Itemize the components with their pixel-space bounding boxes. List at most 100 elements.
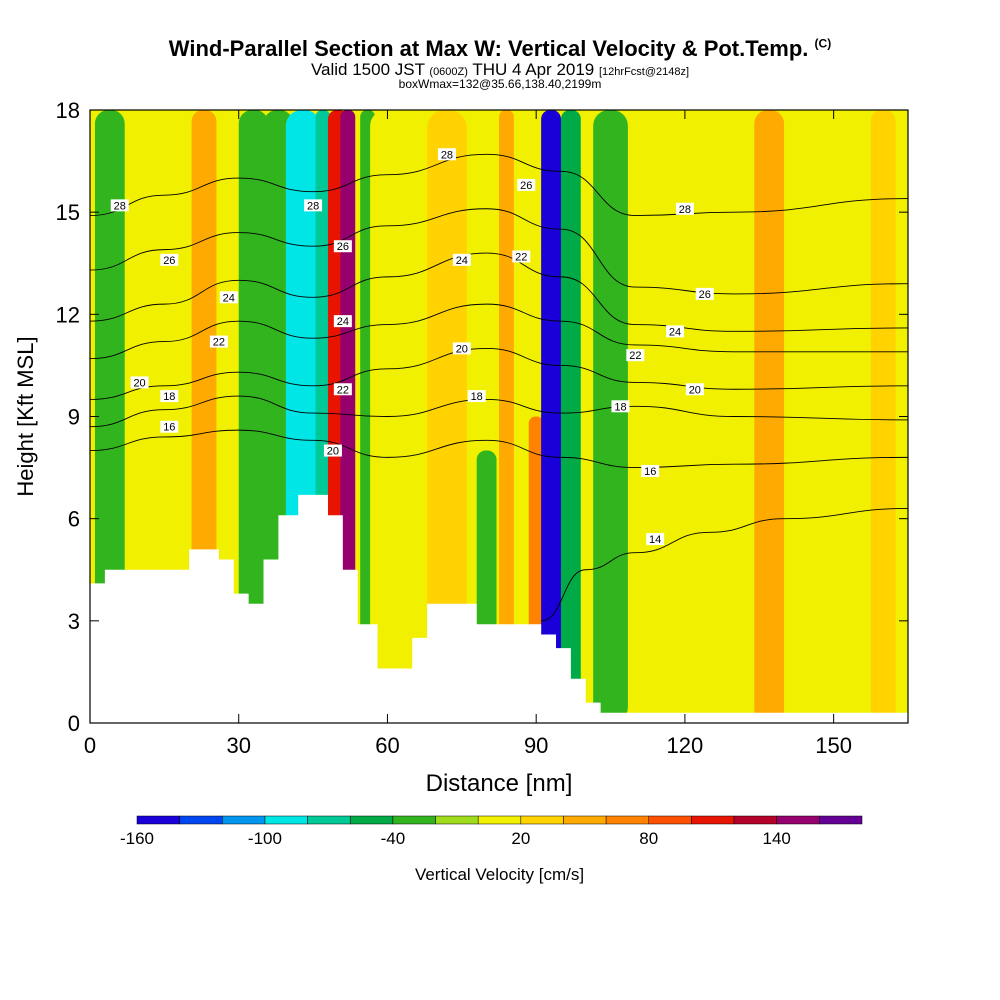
isentrope-extra-label-12: 28	[437, 148, 456, 161]
isentrope-extra-label-6: 16	[160, 420, 179, 434]
colorbar-swatch	[349, 815, 394, 825]
velocity-band-17	[593, 110, 628, 723]
isentrope-extra-label-0-text: 28	[114, 200, 126, 212]
isentrope-extra-label-3-text: 22	[213, 337, 225, 349]
isentrope-label-16-bg	[641, 464, 660, 477]
colorbar-swatch	[520, 815, 564, 825]
x-tick-label: 60	[375, 733, 399, 758]
colorbar-swatch	[477, 815, 522, 825]
isentrope-extra-label-13: 24	[452, 253, 471, 267]
isentrope-extra-label-11-bg	[323, 444, 342, 457]
isentrope-extra-label-13-bg	[452, 253, 471, 266]
isentrope-extra-label-1: 26	[160, 253, 179, 267]
colorbar-swatch	[648, 815, 692, 825]
isentrope-28	[90, 153, 908, 217]
isentrope-extra-label-10-text: 22	[337, 384, 349, 396]
isentrope-22	[90, 303, 908, 360]
y-tick-label: 9	[68, 405, 80, 430]
isentrope-extra-label-9-bg	[333, 315, 352, 328]
isentrope-extra-label-6-text: 16	[163, 422, 175, 434]
isentrope-label-24-text: 24	[669, 326, 681, 338]
colorbar-swatch	[563, 815, 607, 825]
isentrope-extra-label-15-text: 18	[471, 391, 483, 403]
isentrope-extra-label-1-text: 26	[163, 255, 175, 267]
isentrope-label-14: 14	[646, 533, 665, 546]
colorbar-swatch	[776, 815, 820, 825]
colorbar-tick-label: -160	[120, 829, 154, 848]
colorbar-swatch	[819, 815, 863, 825]
isentrope-extra-label-15-bg	[467, 390, 486, 403]
isentrope-label-18: 18	[611, 400, 630, 413]
isentrope-label-22: 22	[626, 349, 645, 362]
isentrope-label-28-text: 28	[679, 204, 691, 216]
terrain-mask	[90, 494, 908, 723]
chart-subtitle: Valid 1500 JST (0600Z) THU 4 Apr 2019 [1…	[310, 60, 690, 79]
colorbar-tick-label: 140	[763, 829, 791, 848]
isentrope-extra-label-6-bg	[160, 420, 179, 433]
isentrope-extra-label-16-text: 26	[520, 180, 532, 192]
isentrope-extra-label-7-bg	[304, 199, 323, 212]
isentrope-label-28: 28	[675, 202, 694, 216]
isentrope-label-20: 20	[685, 383, 704, 396]
isentrope-extra-label-12-text: 28	[441, 149, 453, 161]
isentrope-extra-label-8-text: 26	[337, 241, 349, 253]
isentrope-extra-label-3-bg	[209, 335, 228, 348]
isentrope-14	[541, 508, 908, 622]
x-tick-label: 120	[667, 733, 704, 758]
isentrope-extra-label-17-text: 22	[515, 251, 527, 263]
isentrope-extra-label-14-text: 20	[456, 343, 468, 355]
colorbar-tick-label: 20	[511, 829, 530, 848]
colorbar-tick-label: 80	[639, 829, 658, 848]
isentrope-label-26: 26	[695, 287, 714, 301]
isentrope-label-24-bg	[665, 325, 684, 338]
isentrope-extra-label-7-text: 28	[307, 200, 319, 212]
isentrope-extra-label-5-text: 18	[163, 391, 175, 403]
isentrope-label-20-bg	[685, 383, 704, 396]
y-tick-label: 15	[56, 200, 80, 225]
isentrope-label-16: 16	[641, 464, 660, 478]
isentrope-extra-label-4-bg	[130, 376, 149, 389]
isentrope-label-14-bg	[646, 533, 665, 546]
isentrope-extra-label-4: 20	[130, 376, 149, 389]
x-axis-label: Distance [nm]	[426, 770, 573, 797]
isentrope-extra-label-9: 24	[333, 315, 352, 328]
isentrope-extra-label-10-bg	[333, 383, 352, 396]
x-tick-label: 0	[84, 733, 96, 758]
isentrope-extra-label-12-bg	[437, 148, 456, 161]
colorbar-tick-label: -100	[248, 829, 282, 848]
isentrope-label-16-text: 16	[644, 466, 656, 478]
isentrope-extra-label-8-bg	[333, 240, 352, 253]
isentrope-label-20-text: 20	[689, 384, 701, 396]
isentrope-extra-label-5-bg	[160, 390, 179, 403]
velocity-band-13	[499, 110, 514, 723]
isentrope-extra-label-17-bg	[512, 250, 531, 263]
velocity-band-16	[560, 110, 581, 723]
terrain-profile	[90, 494, 908, 723]
colorbar-tick-label: -40	[381, 829, 406, 848]
isentrope-extra-label-16-bg	[517, 178, 536, 191]
colorbar-swatch	[435, 815, 479, 825]
isentrope-extra-label-0: 28	[110, 199, 129, 212]
chart-title: Wind-Parallel Section at Max W: Vertical…	[168, 36, 832, 61]
colorbar-swatch	[136, 815, 180, 825]
colorbar-swatch	[733, 815, 777, 825]
colorbar-swatch	[307, 815, 351, 825]
isentrope-label-22-text: 22	[629, 350, 641, 362]
colorbar-swatch	[605, 815, 650, 825]
x-tick-label: 90	[524, 733, 548, 758]
isentrope-label-26-bg	[695, 287, 714, 300]
isentrope-label-24: 24	[665, 325, 684, 338]
isentrope-extra-label-1-bg	[160, 253, 179, 266]
isentrope-extra-label-10: 22	[333, 383, 352, 396]
colorbar-swatch	[691, 815, 735, 825]
velocity-band-20	[823, 552, 844, 723]
isentrope-extra-label-3: 22	[209, 335, 228, 349]
y-tick-label: 3	[68, 609, 80, 634]
isentrope-extra-label-2: 24	[219, 291, 238, 304]
isentrope-extra-label-14: 20	[452, 342, 471, 355]
isentrope-extra-label-0-bg	[110, 199, 129, 212]
isentrope-extra-label-5: 18	[160, 390, 179, 403]
colorbar-swatch	[222, 815, 266, 825]
isentrope-extra-label-14-bg	[452, 342, 471, 355]
chart-subtitle-box: boxWmax=132@35.66,138.40,2199m	[398, 77, 602, 91]
